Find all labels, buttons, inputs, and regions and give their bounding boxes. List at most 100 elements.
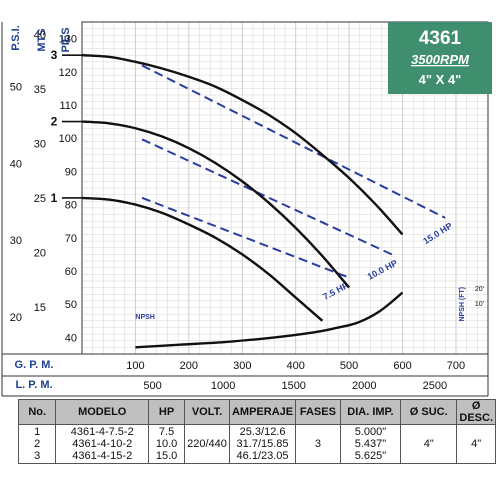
hp-2: 10.0 bbox=[155, 438, 178, 450]
pies-tick: 90 bbox=[65, 166, 77, 178]
mts-tick: 30 bbox=[34, 138, 46, 150]
npsh-curve-line bbox=[135, 291, 404, 349]
desc-value: 4" bbox=[471, 438, 482, 450]
psi-tick: 40 bbox=[10, 158, 22, 170]
gpm-tick: 200 bbox=[180, 360, 198, 372]
npsh-axis-label: NPSH (FT) bbox=[459, 287, 466, 322]
col-fases: FASES bbox=[295, 399, 341, 425]
dia-imp-2: 5.437" bbox=[354, 438, 387, 450]
amperaje-1: 25.3/12.6 bbox=[239, 426, 286, 438]
lpm-tick: 2500 bbox=[423, 380, 447, 392]
amperaje-3: 46.1/23.05 bbox=[236, 450, 289, 462]
pies-axis-title: PIES bbox=[60, 27, 72, 52]
mts-tick: 35 bbox=[34, 84, 46, 96]
dia-imp-3: 5.625" bbox=[354, 450, 387, 462]
hp-line bbox=[141, 196, 350, 279]
pump-curve-line bbox=[81, 120, 351, 289]
hp-3: 15.0 bbox=[155, 450, 178, 462]
npsh-tick: 10' bbox=[475, 301, 484, 308]
chart-svg: P.S.I. MTS PIES 405060708090100110120130… bbox=[1, 21, 492, 397]
col-no: No. bbox=[17, 399, 57, 425]
suc-value: 4" bbox=[423, 438, 434, 450]
pump-curves: 1 2 3 bbox=[51, 48, 404, 322]
psi-tick: 20 bbox=[10, 312, 22, 324]
x-ticks: 100 200 300 400 500 600 700 500 1000 1500 2000 2500 bbox=[126, 360, 465, 392]
cell-dia-imp: 5.000" 5.437" 5.625" bbox=[339, 424, 402, 464]
pies-tick: 80 bbox=[65, 200, 77, 212]
gpm-tick: 700 bbox=[447, 360, 465, 372]
pies-tick: 130 bbox=[59, 34, 77, 46]
lpm-tick: 2000 bbox=[352, 380, 376, 392]
no-3: 3 bbox=[34, 450, 41, 462]
lpm-axis-title: L. P. M. bbox=[15, 379, 52, 391]
mts-tick: 25 bbox=[34, 193, 46, 205]
pies-tick: 70 bbox=[65, 233, 77, 245]
gpm-tick: 400 bbox=[287, 360, 305, 372]
cell-volt: 220/440 bbox=[184, 424, 230, 464]
mts-axis-title: MTS bbox=[36, 28, 48, 51]
lpm-tick: 1500 bbox=[281, 380, 305, 392]
pies-tick: 120 bbox=[59, 67, 77, 79]
chart-size: 4" X 4" bbox=[419, 72, 462, 87]
npsh-label: NPSH bbox=[135, 314, 154, 321]
psi-axis-title: P.S.I. bbox=[10, 25, 22, 50]
col-suc: Ø SUC. bbox=[400, 399, 458, 425]
no-2: 2 bbox=[34, 438, 41, 450]
pump-curve-label: 3 bbox=[51, 48, 58, 62]
amperaje-2: 31.7/15.85 bbox=[236, 438, 289, 450]
cell-no: 1 2 3 bbox=[17, 424, 57, 464]
hp-line bbox=[141, 138, 393, 256]
col-volt: VOLT. bbox=[184, 399, 230, 425]
gpm-tick: 600 bbox=[393, 360, 411, 372]
chart-title: 4361 bbox=[419, 28, 462, 49]
spec-table: No. MODELO HP VOLT. AMPERAJE FASES DIA. … bbox=[17, 399, 496, 464]
cell-desc: 4" bbox=[456, 424, 496, 464]
mts-tick: 40 bbox=[34, 30, 46, 42]
pump-curve-label: 1 bbox=[51, 191, 58, 205]
no-1: 1 bbox=[34, 426, 41, 438]
dia-imp-1: 5.000" bbox=[354, 426, 387, 438]
lpm-tick: 1000 bbox=[211, 380, 235, 392]
col-hp: HP bbox=[148, 399, 186, 425]
pies-tick: 100 bbox=[59, 133, 77, 145]
pump-curve-label: 2 bbox=[51, 115, 58, 129]
psi-tick: 30 bbox=[10, 235, 22, 247]
psi-tick: 50 bbox=[10, 82, 22, 94]
mts-tick: 15 bbox=[34, 302, 46, 314]
grid bbox=[1, 21, 489, 397]
spec-table-wrap: No. MODELO HP VOLT. AMPERAJE FASES DIA. … bbox=[17, 399, 496, 464]
npsh-group: NPSH NPSH (FT) 20' 10' bbox=[135, 286, 484, 349]
spec-table-header: No. MODELO HP VOLT. AMPERAJE FASES DIA. … bbox=[17, 399, 496, 425]
cell-hp: 7.5 10.0 15.0 bbox=[148, 424, 186, 464]
gpm-tick: 100 bbox=[126, 360, 144, 372]
y-ticks: 40 50 60 70 80 90 100 110 120 130 15 20 25 30 35 40 20 30… bbox=[10, 30, 77, 345]
col-dia-imp: DIA. IMP. bbox=[339, 399, 402, 425]
pump-curve-line bbox=[81, 196, 324, 322]
npsh-tick: 20' bbox=[475, 286, 484, 293]
cell-modelo: 4361-4-7.5-2 4361-4-10-2 4361-4-15-2 bbox=[55, 424, 150, 464]
modelo-3: 4361-4-15-2 bbox=[72, 450, 133, 462]
volt-value: 220/440 bbox=[187, 438, 227, 450]
chart-rpm: 3500RPM bbox=[411, 52, 470, 67]
pies-tick: 40 bbox=[65, 332, 77, 344]
modelo-2: 4361-4-10-2 bbox=[72, 438, 133, 450]
hp-1: 7.5 bbox=[158, 426, 175, 438]
gpm-tick: 500 bbox=[340, 360, 358, 372]
hp-line bbox=[141, 64, 446, 219]
cell-amperaje: 25.3/12.6 31.7/15.85 46.1/23.05 bbox=[228, 424, 297, 464]
lpm-tick: 500 bbox=[143, 380, 161, 392]
col-desc: Ø DESC. bbox=[456, 399, 496, 425]
pies-tick: 50 bbox=[65, 299, 77, 311]
pies-tick: 110 bbox=[59, 100, 77, 112]
col-modelo: MODELO bbox=[55, 399, 150, 425]
modelo-1: 4361-4-7.5-2 bbox=[70, 426, 134, 438]
pump-curve-line bbox=[81, 54, 404, 236]
pies-tick: 60 bbox=[65, 266, 77, 278]
mts-tick: 20 bbox=[34, 247, 46, 259]
hp-line-label: 10.0 HP bbox=[366, 258, 399, 282]
cell-suc: 4" bbox=[400, 424, 458, 464]
table-row: 1 2 3 4361-4-7.5-2 4361-4-10-2 4361-4-15… bbox=[17, 424, 496, 464]
col-amperaje: AMPERAJE bbox=[228, 399, 297, 425]
cell-fases: 3 bbox=[295, 424, 341, 464]
